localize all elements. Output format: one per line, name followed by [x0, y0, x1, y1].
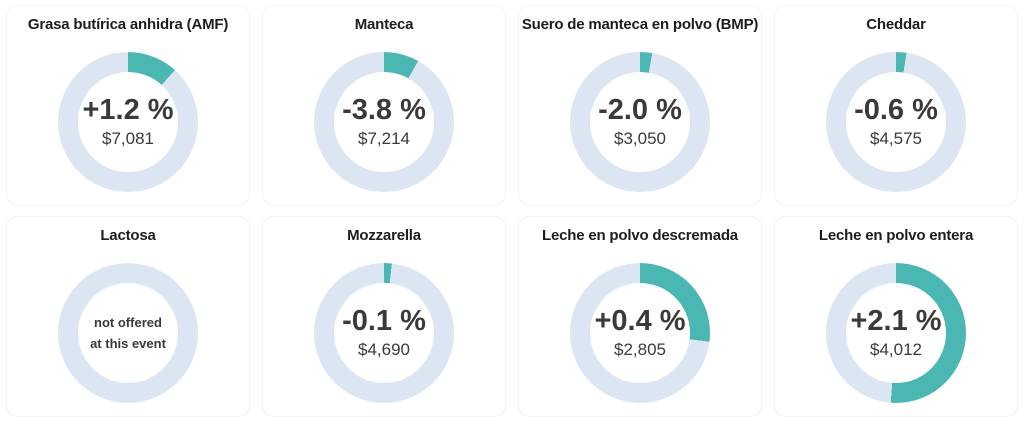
not-offered-line2: at this event: [90, 336, 166, 351]
change-value: -2.0 %: [598, 94, 682, 127]
donut-chart: not offered at this event: [58, 263, 198, 403]
price-value: $7,214: [358, 128, 410, 148]
product-card-lactosa: Lactosa not offered at this event: [6, 216, 250, 417]
product-card-amf: Grasa butírica anhidra (AMF) +1.2 % $7,0…: [6, 5, 250, 206]
donut-hole: not offered at this event: [78, 283, 178, 383]
donut-hole: +0.4 % $2,805: [590, 283, 690, 383]
not-offered-note: not offered at this event: [90, 312, 166, 355]
product-title: Lactosa: [100, 227, 156, 244]
product-title: Leche en polvo entera: [818, 227, 974, 244]
product-title: Manteca: [354, 16, 414, 33]
product-title: Grasa butírica anhidra (AMF): [27, 16, 229, 33]
donut-chart: -3.8 % $7,214: [314, 52, 454, 192]
donut-chart: +2.1 % $4,012: [826, 263, 966, 403]
product-title: Cheddar: [866, 16, 926, 33]
donut-hole: +1.2 % $7,081: [78, 72, 178, 172]
product-card-leche-descremada: Leche en polvo descremada +0.4 % $2,805: [518, 216, 762, 417]
donut-chart: -2.0 % $3,050: [570, 52, 710, 192]
price-value: $7,081: [102, 128, 154, 148]
price-value: $4,690: [358, 339, 410, 359]
price-value: $2,805: [614, 339, 666, 359]
donut-chart: -0.6 % $4,575: [826, 52, 966, 192]
product-card-mozzarella: Mozzarella -0.1 % $4,690: [262, 216, 506, 417]
change-value: +2.1 %: [850, 305, 942, 338]
product-title: Leche en polvo descremada: [542, 227, 738, 244]
product-title: Mozzarella: [347, 227, 421, 244]
price-value: $4,575: [870, 128, 922, 148]
product-title: Suero de manteca en polvo (BMP): [521, 16, 759, 33]
change-value: -0.1 %: [342, 305, 426, 338]
donut-chart: +1.2 % $7,081: [58, 52, 198, 192]
change-value: -3.8 %: [342, 94, 426, 127]
donut-hole: -3.8 % $7,214: [334, 72, 434, 172]
change-value: +0.4 %: [594, 305, 686, 338]
donut-hole: -0.6 % $4,575: [846, 72, 946, 172]
donut-chart: -0.1 % $4,690: [314, 263, 454, 403]
price-value: $3,050: [614, 128, 666, 148]
product-card-manteca: Manteca -3.8 % $7,214: [262, 5, 506, 206]
product-card-cheddar: Cheddar -0.6 % $4,575: [774, 5, 1018, 206]
change-value: -0.6 %: [854, 94, 938, 127]
donut-hole: -2.0 % $3,050: [590, 72, 690, 172]
product-card-leche-entera: Leche en polvo entera +2.1 % $4,012: [774, 216, 1018, 417]
not-offered-line1: not offered: [94, 314, 162, 330]
donut-hole: +2.1 % $4,012: [846, 283, 946, 383]
price-value: $4,012: [870, 339, 922, 359]
product-card-bmp: Suero de manteca en polvo (BMP) -2.0 % $…: [518, 5, 762, 206]
donut-chart: +0.4 % $2,805: [570, 263, 710, 403]
change-value: +1.2 %: [82, 94, 174, 127]
donut-hole: -0.1 % $4,690: [334, 283, 434, 383]
